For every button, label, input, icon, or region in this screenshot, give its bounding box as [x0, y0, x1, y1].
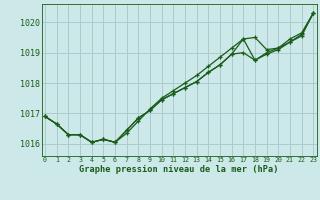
X-axis label: Graphe pression niveau de la mer (hPa): Graphe pression niveau de la mer (hPa) — [79, 165, 279, 174]
